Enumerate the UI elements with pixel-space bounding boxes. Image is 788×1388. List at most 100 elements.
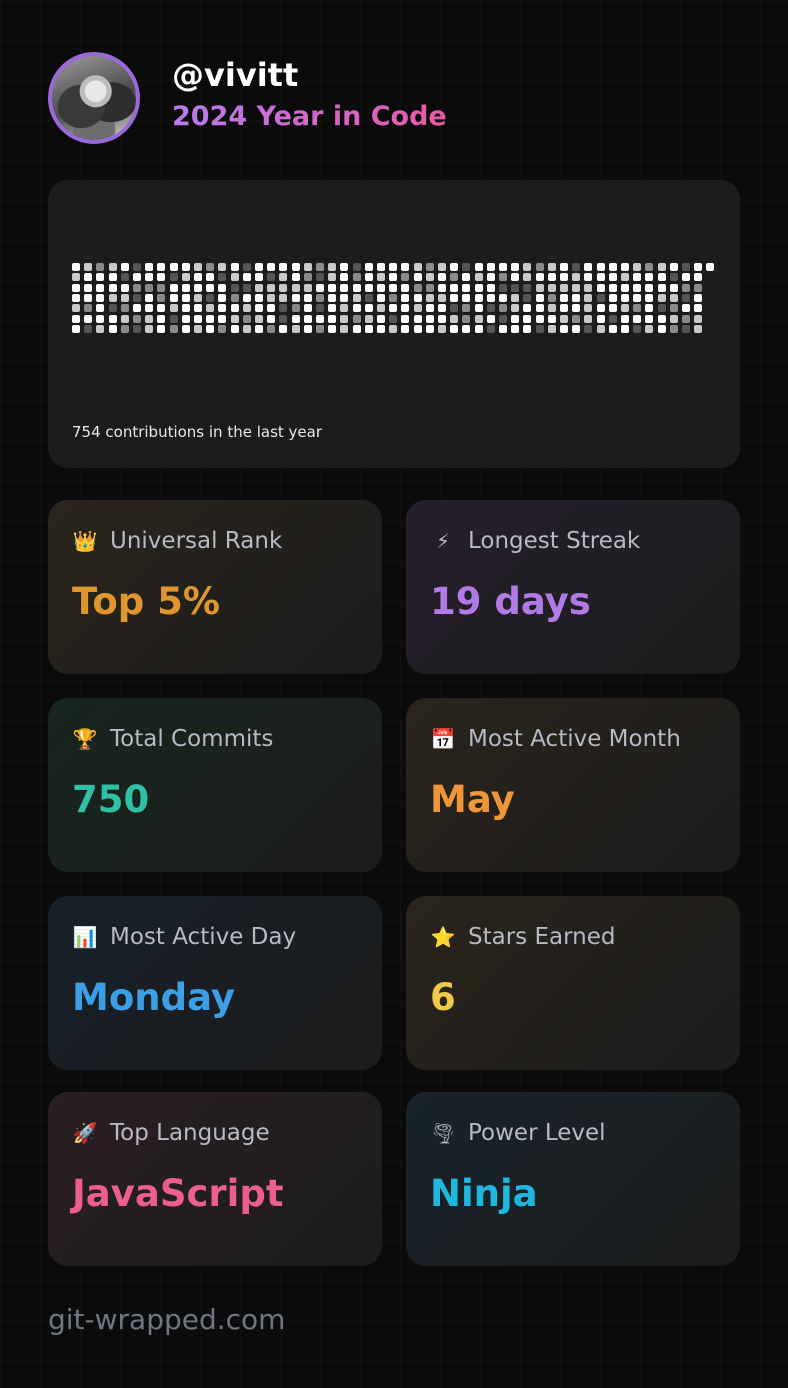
contribution-cell: [682, 324, 690, 333]
contribution-cell: [255, 304, 263, 313]
contribution-cell: [169, 314, 178, 323]
contribution-cell: [560, 304, 568, 313]
contribution-cell: [596, 304, 605, 313]
contribution-cell: [120, 283, 129, 292]
contribution-cell: [157, 324, 166, 333]
contribution-cell: [560, 263, 568, 271]
contribution-cell: [499, 273, 507, 282]
contribution-cell: [303, 304, 312, 313]
contribution-cell: [413, 293, 422, 302]
contribution-cell: [669, 293, 678, 302]
contribution-cell: [425, 304, 434, 313]
contribution-cell: [157, 293, 166, 302]
contribution-cell: [486, 304, 495, 313]
contribution-cell: [621, 283, 629, 292]
stat-header: 👑 Universal Rank: [72, 526, 358, 556]
contribution-cell: [474, 263, 483, 271]
contribution-cell: [584, 314, 593, 323]
contribution-cell: [572, 304, 581, 313]
contribution-cell: [303, 263, 312, 271]
stat-value: 6: [430, 976, 456, 1019]
contribution-cell: [181, 273, 190, 282]
contribution-cell: [206, 324, 215, 333]
contribution-cell: [621, 273, 629, 282]
contribution-cell: [291, 304, 300, 313]
contribution-cell: [682, 314, 690, 323]
contribution-cell: [242, 283, 251, 292]
contribution-cell: [72, 263, 80, 271]
contribution-cell: [328, 324, 337, 333]
contribution-cell: [267, 273, 276, 282]
contribution-cell: [303, 273, 312, 282]
contribution-cell: [608, 263, 617, 271]
contribution-cell: [645, 273, 654, 282]
contribution-cell: [133, 324, 141, 333]
contribution-cell: [584, 304, 593, 313]
contribution-cell: [633, 293, 642, 302]
contribution-cell: [523, 293, 532, 302]
contribution-cell: [462, 304, 471, 313]
contribution-cell: [157, 283, 166, 292]
contribution-cell: [706, 263, 715, 271]
contribution-cell: [328, 304, 337, 313]
contribution-cell: [181, 304, 190, 313]
contribution-cell: [499, 304, 507, 313]
contribution-cell: [194, 263, 202, 271]
contribution-cell: [340, 324, 349, 333]
contribution-cell: [230, 273, 239, 282]
contribution-cell: [621, 293, 629, 302]
contribution-cell: [499, 314, 507, 323]
contribution-cell: [669, 263, 678, 271]
crown-icon: 👑: [72, 529, 98, 553]
contribution-cell: [108, 293, 117, 302]
contribution-cell: [608, 304, 617, 313]
contribution-cell: [96, 314, 105, 323]
contribution-cell: [84, 304, 93, 313]
username: @vivitt: [172, 56, 299, 94]
stat-card-universal-rank: 👑 Universal Rank Top 5%: [48, 500, 382, 674]
stat-card-most-active-day: 📊 Most Active Day Monday: [48, 896, 382, 1070]
contribution-cell: [633, 273, 642, 282]
contribution-cell: [584, 263, 593, 271]
contribution-card: 754 contributions in the last year: [48, 180, 740, 468]
contribution-cell: [633, 324, 642, 333]
contribution-cell: [242, 293, 251, 302]
contribution-cell: [389, 324, 398, 333]
contribution-cell: [145, 324, 154, 333]
contribution-cell: [682, 263, 690, 271]
contribution-cell: [572, 273, 581, 282]
stat-label: Total Commits: [110, 726, 274, 752]
contribution-cell: [181, 314, 190, 323]
stat-header: 🚀 Top Language: [72, 1118, 358, 1148]
contribution-cell: [535, 273, 544, 282]
contribution-cell: [657, 304, 666, 313]
contribution-cell: [133, 293, 141, 302]
contribution-cell: [425, 293, 434, 302]
contribution-cell: [133, 283, 141, 292]
contribution-cell: [425, 314, 434, 323]
contribution-cell: [279, 293, 288, 302]
contribution-cell: [364, 314, 373, 323]
contribution-cell: [108, 314, 117, 323]
contribution-cell: [560, 314, 568, 323]
contribution-cell: [255, 293, 263, 302]
contribution-cell: [547, 283, 556, 292]
contribution-cell: [206, 263, 215, 271]
contribution-cell: [425, 283, 434, 292]
contribution-cell: [352, 324, 361, 333]
stat-label: Top Language: [110, 1120, 270, 1146]
contribution-cell: [413, 314, 422, 323]
footer-site-link[interactable]: git-wrapped.com: [48, 1303, 286, 1336]
contribution-cell: [230, 263, 239, 271]
contribution-cell: [169, 293, 178, 302]
contribution-cell: [425, 273, 434, 282]
contribution-cell: [474, 283, 483, 292]
contribution-cell: [389, 273, 398, 282]
contribution-cell: [694, 293, 703, 302]
contribution-cell: [194, 324, 202, 333]
contribution-cell: [377, 314, 385, 323]
rocket-icon: 🚀: [72, 1121, 98, 1145]
contribution-cell: [535, 304, 544, 313]
contribution-cell: [657, 324, 666, 333]
contribution-cell: [364, 324, 373, 333]
